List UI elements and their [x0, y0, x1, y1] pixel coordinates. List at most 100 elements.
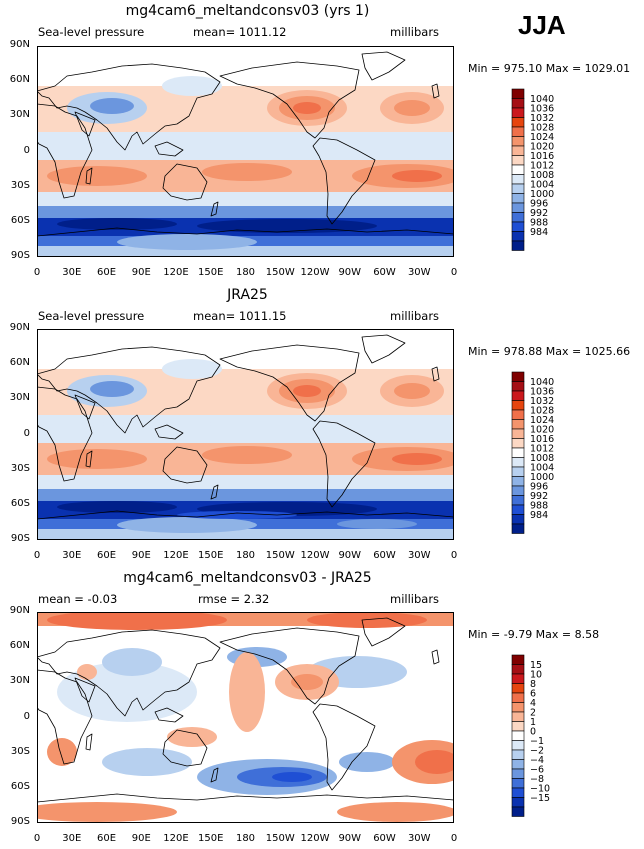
- colorbar-label: 1040: [530, 377, 554, 388]
- pressure-band: [37, 489, 454, 501]
- colorbar-swatch: [511, 155, 525, 166]
- pressure-cell: [337, 802, 454, 822]
- colorbar-label: 1032: [530, 113, 554, 124]
- panel-1-colorbar: 1040103610321028102410201016101210081004…: [511, 88, 554, 251]
- colorbar-swatch: [511, 514, 525, 525]
- colorbar-swatch: [511, 673, 525, 684]
- colorbar-swatch: [511, 193, 525, 204]
- colorbar-swatch: [511, 136, 525, 147]
- colorbar-swatch: [511, 654, 525, 665]
- coastline: [74, 394, 96, 420]
- colorbar-label: 984: [530, 510, 548, 521]
- coastline: [74, 677, 96, 703]
- coastline: [162, 163, 208, 201]
- colorbar-label: −8: [530, 774, 544, 785]
- colorbar-swatch: [511, 749, 525, 760]
- colorbar-label: −6: [530, 765, 544, 776]
- colorbar-label: 1008: [530, 170, 554, 181]
- panel-2-minmax: Min = 978.88 Max = 1025.66: [468, 345, 631, 358]
- pressure-cell: [90, 381, 134, 397]
- x-tick-label: 30E: [62, 833, 82, 844]
- pressure-cell: [47, 738, 77, 766]
- coastline: [361, 51, 406, 81]
- colorbar-swatch: [511, 438, 525, 449]
- coastline: [210, 201, 219, 217]
- pressure-cell: [272, 772, 312, 782]
- pressure-cell: [293, 385, 321, 397]
- colorbar-swatch: [511, 107, 525, 118]
- colorbar-label: 1004: [530, 180, 554, 191]
- pressure-cell: [337, 519, 417, 529]
- panel-2-title: JRA25: [227, 287, 268, 303]
- x-tick-label: 0: [33, 550, 41, 561]
- panel-2-colorbar: 1040103610321028102410201016101210081004…: [511, 371, 554, 534]
- x-tick-label: 0: [450, 267, 458, 278]
- x-tick-label: 150W: [265, 833, 295, 844]
- colorbar-swatch: [511, 145, 525, 156]
- panel-2-units-label: millibars: [390, 309, 440, 323]
- colorbar-label: 1012: [530, 161, 554, 172]
- colorbar-label: 1020: [530, 142, 554, 153]
- panel-1-title: mg4cam6_meltandconsv03 (yrs 1): [125, 3, 370, 19]
- colorbar-swatch: [511, 466, 525, 477]
- colorbar-swatch: [511, 740, 525, 751]
- x-tick-label: 150E: [198, 550, 224, 561]
- panel-1-minmax: Min = 975.10 Max = 1029.01: [468, 62, 631, 75]
- pressure-cell: [77, 664, 97, 680]
- pressure-cell: [90, 98, 134, 114]
- colorbar-swatch: [511, 371, 525, 382]
- y-tick-label: 60N: [9, 640, 30, 652]
- x-tick-label: 60E: [96, 267, 117, 278]
- colorbar-label: 1024: [530, 132, 554, 143]
- pressure-cell: [102, 416, 212, 432]
- colorbar-label: 1036: [530, 104, 554, 115]
- colorbar-swatch: [511, 221, 525, 232]
- y-tick-label: 60N: [9, 357, 30, 369]
- colorbar-label: 1036: [530, 387, 554, 398]
- colorbar-label: 1000: [530, 189, 554, 200]
- x-tick-label: 150W: [265, 550, 295, 561]
- y-tick-label: 60S: [10, 780, 30, 792]
- colorbar-label: 988: [530, 218, 548, 229]
- panel-1-map: [37, 46, 454, 257]
- colorbar-label: 1008: [530, 453, 554, 464]
- colorbar-swatch: [511, 495, 525, 506]
- pressure-cell: [102, 748, 192, 776]
- colorbar-label: 15: [530, 660, 542, 671]
- y-tick-label: 30S: [10, 745, 30, 757]
- panel-1-mean-label: mean= 1011.12: [193, 25, 287, 39]
- season-label: JJA: [518, 10, 566, 40]
- colorbar-swatch: [511, 457, 525, 468]
- pressure-band: [37, 192, 454, 206]
- x-tick-label: 90W: [338, 833, 362, 844]
- pressure-band: [37, 206, 454, 218]
- pressure-cell: [47, 612, 227, 630]
- x-tick-label: 90E: [131, 267, 151, 278]
- pressure-band: [37, 475, 454, 489]
- pressure-cell: [392, 453, 442, 465]
- colorbar-label: −4: [530, 755, 544, 766]
- y-tick-label: 30S: [10, 462, 30, 474]
- colorbar-swatch: [511, 126, 525, 137]
- coastline: [431, 83, 440, 99]
- colorbar-swatch: [511, 504, 525, 515]
- colorbar-swatch: [511, 447, 525, 458]
- coastline: [361, 617, 406, 647]
- colorbar-swatch: [511, 231, 525, 242]
- map-frame: [37, 612, 454, 823]
- colorbar-label: −1: [530, 736, 544, 747]
- coastline: [37, 510, 454, 540]
- colorbar-label: 1040: [530, 94, 554, 105]
- pressure-cell: [117, 234, 257, 250]
- panel-3-minmax: Min = -9.79 Max = 8.58: [468, 628, 600, 641]
- pressure-band: [37, 329, 454, 369]
- x-tick-label: 120E: [163, 550, 189, 561]
- coastline: [37, 346, 221, 434]
- pressure-cell: [47, 449, 147, 469]
- panel-3-rmse-label: rmse = 2.32: [198, 592, 270, 606]
- colorbar-label: 996: [530, 482, 548, 493]
- colorbar-label: 984: [530, 227, 548, 238]
- pressure-cell: [57, 501, 177, 513]
- x-tick-label: 90E: [131, 550, 151, 561]
